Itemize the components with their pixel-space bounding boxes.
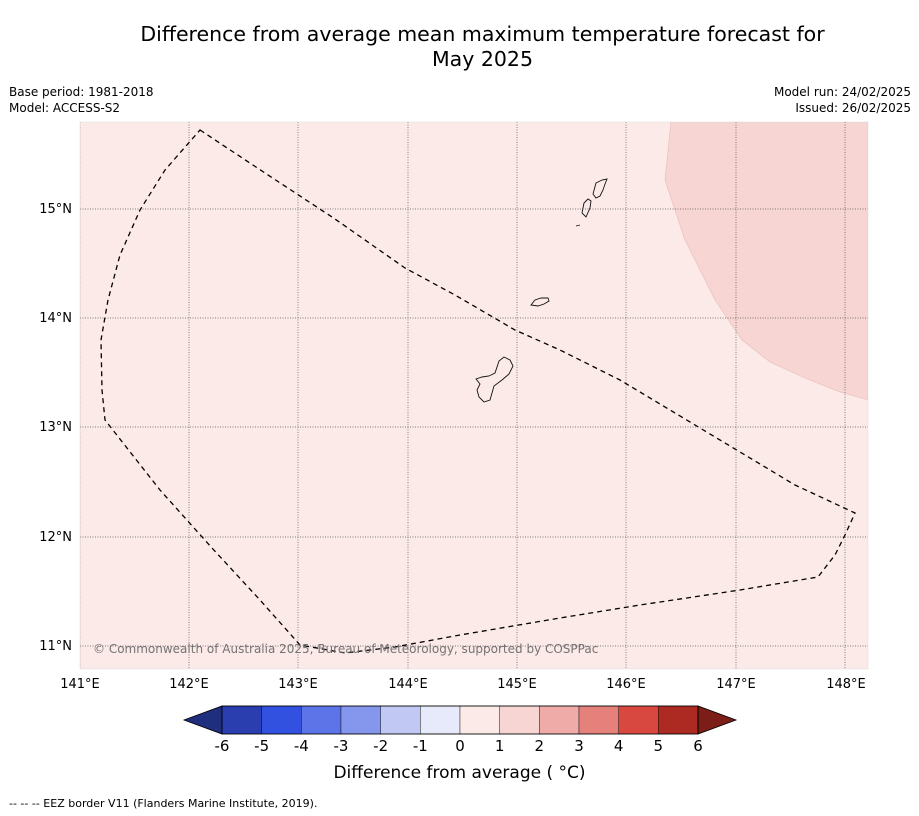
lat-label: 14°N [39, 311, 72, 326]
colorbar-high-extend [697, 705, 738, 735]
island-guam [475, 356, 514, 403]
lat-label: 11°N [39, 639, 72, 654]
lon-label: 148°E [826, 677, 866, 692]
colorbar-tick-label: -1 [413, 737, 428, 755]
latitude-labels: 15°N 14°N 13°N 12°N 11°N [39, 202, 72, 654]
lon-label: 147°E [716, 677, 756, 692]
longitude-labels: 141°E 142°E 143°E 144°E 145°E 146°E 147°… [60, 677, 866, 692]
lon-label: 143°E [278, 677, 318, 692]
colorbar-tick-label: -3 [334, 737, 349, 755]
colorbar-tick-label: -6 [215, 737, 230, 755]
island-aguijan [575, 224, 581, 227]
island-tinian [581, 198, 592, 218]
colorbar-cell [459, 705, 500, 735]
colorbar-cell [221, 705, 262, 735]
colorbar-cell [420, 705, 461, 735]
colorbar-cell [618, 705, 659, 735]
colorbar-cell [380, 705, 421, 735]
gridlines [80, 122, 868, 669]
lat-label: 13°N [39, 420, 72, 435]
base-period-text: Base period: 1981-2018 [9, 85, 154, 99]
title-line-1: Difference from average mean maximum tem… [140, 22, 825, 46]
map-frame [79, 121, 869, 670]
colorbar-cell [301, 705, 342, 735]
colorbar-outline [221, 705, 699, 735]
lon-label: 142°E [169, 677, 209, 692]
model-text: Model: ACCESS-S2 [9, 101, 121, 115]
colorbar-tick-label: 1 [495, 737, 505, 755]
colorbar-low-extend [182, 705, 223, 735]
islands [475, 178, 608, 403]
colorbar-cell [578, 705, 619, 735]
eez-footnote: -- -- -- EEZ border V11 (Flanders Marine… [9, 797, 318, 810]
colorbar-cell [340, 705, 381, 735]
model-run-text: Model run: 24/02/2025 [773, 85, 911, 99]
island-rota [530, 297, 550, 307]
colorbar-tick-label: -2 [373, 737, 388, 755]
lon-label: 144°E [388, 677, 428, 692]
colorbar-cell [261, 705, 302, 735]
lat-label: 12°N [39, 530, 72, 545]
colorbar: -6 -5 -4 -3 -2 -1 0 1 2 3 4 5 6 [182, 705, 738, 755]
colorbar-tick-label: -5 [254, 737, 269, 755]
meta-left: Base period: 1981-2018 Model: ACCESS-S2 [9, 84, 154, 116]
island-saipan [592, 178, 608, 199]
lon-label: 141°E [60, 677, 100, 692]
copyright-notice: © Commonwealth of Australia 2025, Bureau… [93, 642, 598, 656]
colorbar-tick-label: -4 [294, 737, 309, 755]
meta-right: Model run: 24/02/2025 Issued: 26/02/2025 [774, 84, 911, 116]
colorbar-cell [499, 705, 540, 735]
colorbar-cell [658, 705, 699, 735]
lat-label: 15°N [39, 202, 72, 217]
colorbar-tick-label: 5 [654, 737, 664, 755]
lon-label: 145°E [497, 677, 537, 692]
colorbar-cell [539, 705, 580, 735]
lon-label: 146°E [606, 677, 646, 692]
colorbar-tick-label: 2 [535, 737, 545, 755]
colorbar-tick-label: 3 [574, 737, 584, 755]
chart-title: Difference from average mean maximum tem… [0, 22, 919, 72]
warm-anomaly-region [664, 122, 868, 401]
colorbar-tick-label: 4 [614, 737, 624, 755]
issued-text: Issued: 26/02/2025 [795, 101, 911, 115]
eez-border [100, 129, 856, 654]
colorbar-tick-label: 0 [455, 737, 465, 755]
title-line-2: May 2025 [431, 47, 534, 71]
colorbar-tick-label: 6 [693, 737, 703, 755]
colorbar-title: Difference from average ( °C) [333, 763, 586, 783]
